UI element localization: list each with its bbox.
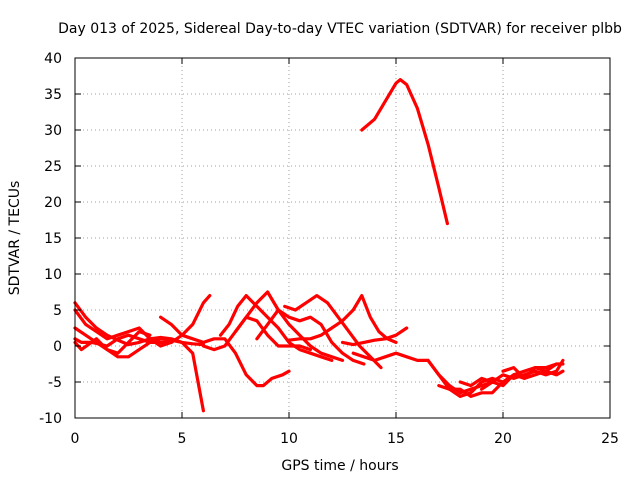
y-tick-label: -10 xyxy=(39,411,62,427)
x-tick-label: 0 xyxy=(71,431,80,447)
series-line-sat-l xyxy=(283,294,383,370)
y-tick-label: 10 xyxy=(44,267,62,283)
y-axis-label: SDTVAR / TECUs xyxy=(7,181,23,296)
y-tick-label: 25 xyxy=(44,159,62,175)
data-series xyxy=(73,77,565,413)
series-line-sat-g xyxy=(159,315,291,388)
series-line-sat-t xyxy=(501,366,565,380)
series-line-sat-o xyxy=(351,351,494,395)
x-tick-label: 25 xyxy=(601,431,619,447)
x-axis-label: GPS time / hours xyxy=(281,458,398,474)
x-tick-label: 10 xyxy=(280,431,298,447)
series-line-sat-n xyxy=(340,326,409,347)
series-line-sat-a xyxy=(360,77,449,226)
series-line-sat-k xyxy=(255,308,366,366)
y-tick-label: 35 xyxy=(44,87,62,103)
y-tick-label: 40 xyxy=(44,51,62,67)
axis-ticks: 0 5 10 15 20 25 -10 -5 0 5 10 15 20 25 30 35 40 xyxy=(39,51,619,447)
x-tick-label: 20 xyxy=(494,431,512,447)
y-tick-label: 30 xyxy=(44,123,62,139)
x-tick-label: 5 xyxy=(178,431,187,447)
y-tick-label: 0 xyxy=(53,339,62,355)
y-tick-label: 5 xyxy=(53,303,62,319)
y-tick-label: 15 xyxy=(44,231,62,247)
series-line-sat-m xyxy=(287,294,398,344)
series-line-sat-i xyxy=(218,294,334,362)
y-tick-label: 20 xyxy=(44,195,62,211)
x-tick-label: 15 xyxy=(387,431,405,447)
grid xyxy=(75,58,610,418)
series-line-sat-j xyxy=(233,290,345,362)
series-line-sat-f xyxy=(73,294,212,348)
chart-title: Day 013 of 2025, Sidereal Day-to-day VTE… xyxy=(58,21,622,37)
y-tick-label: -5 xyxy=(48,375,62,391)
series-line-sat-e xyxy=(73,330,152,355)
